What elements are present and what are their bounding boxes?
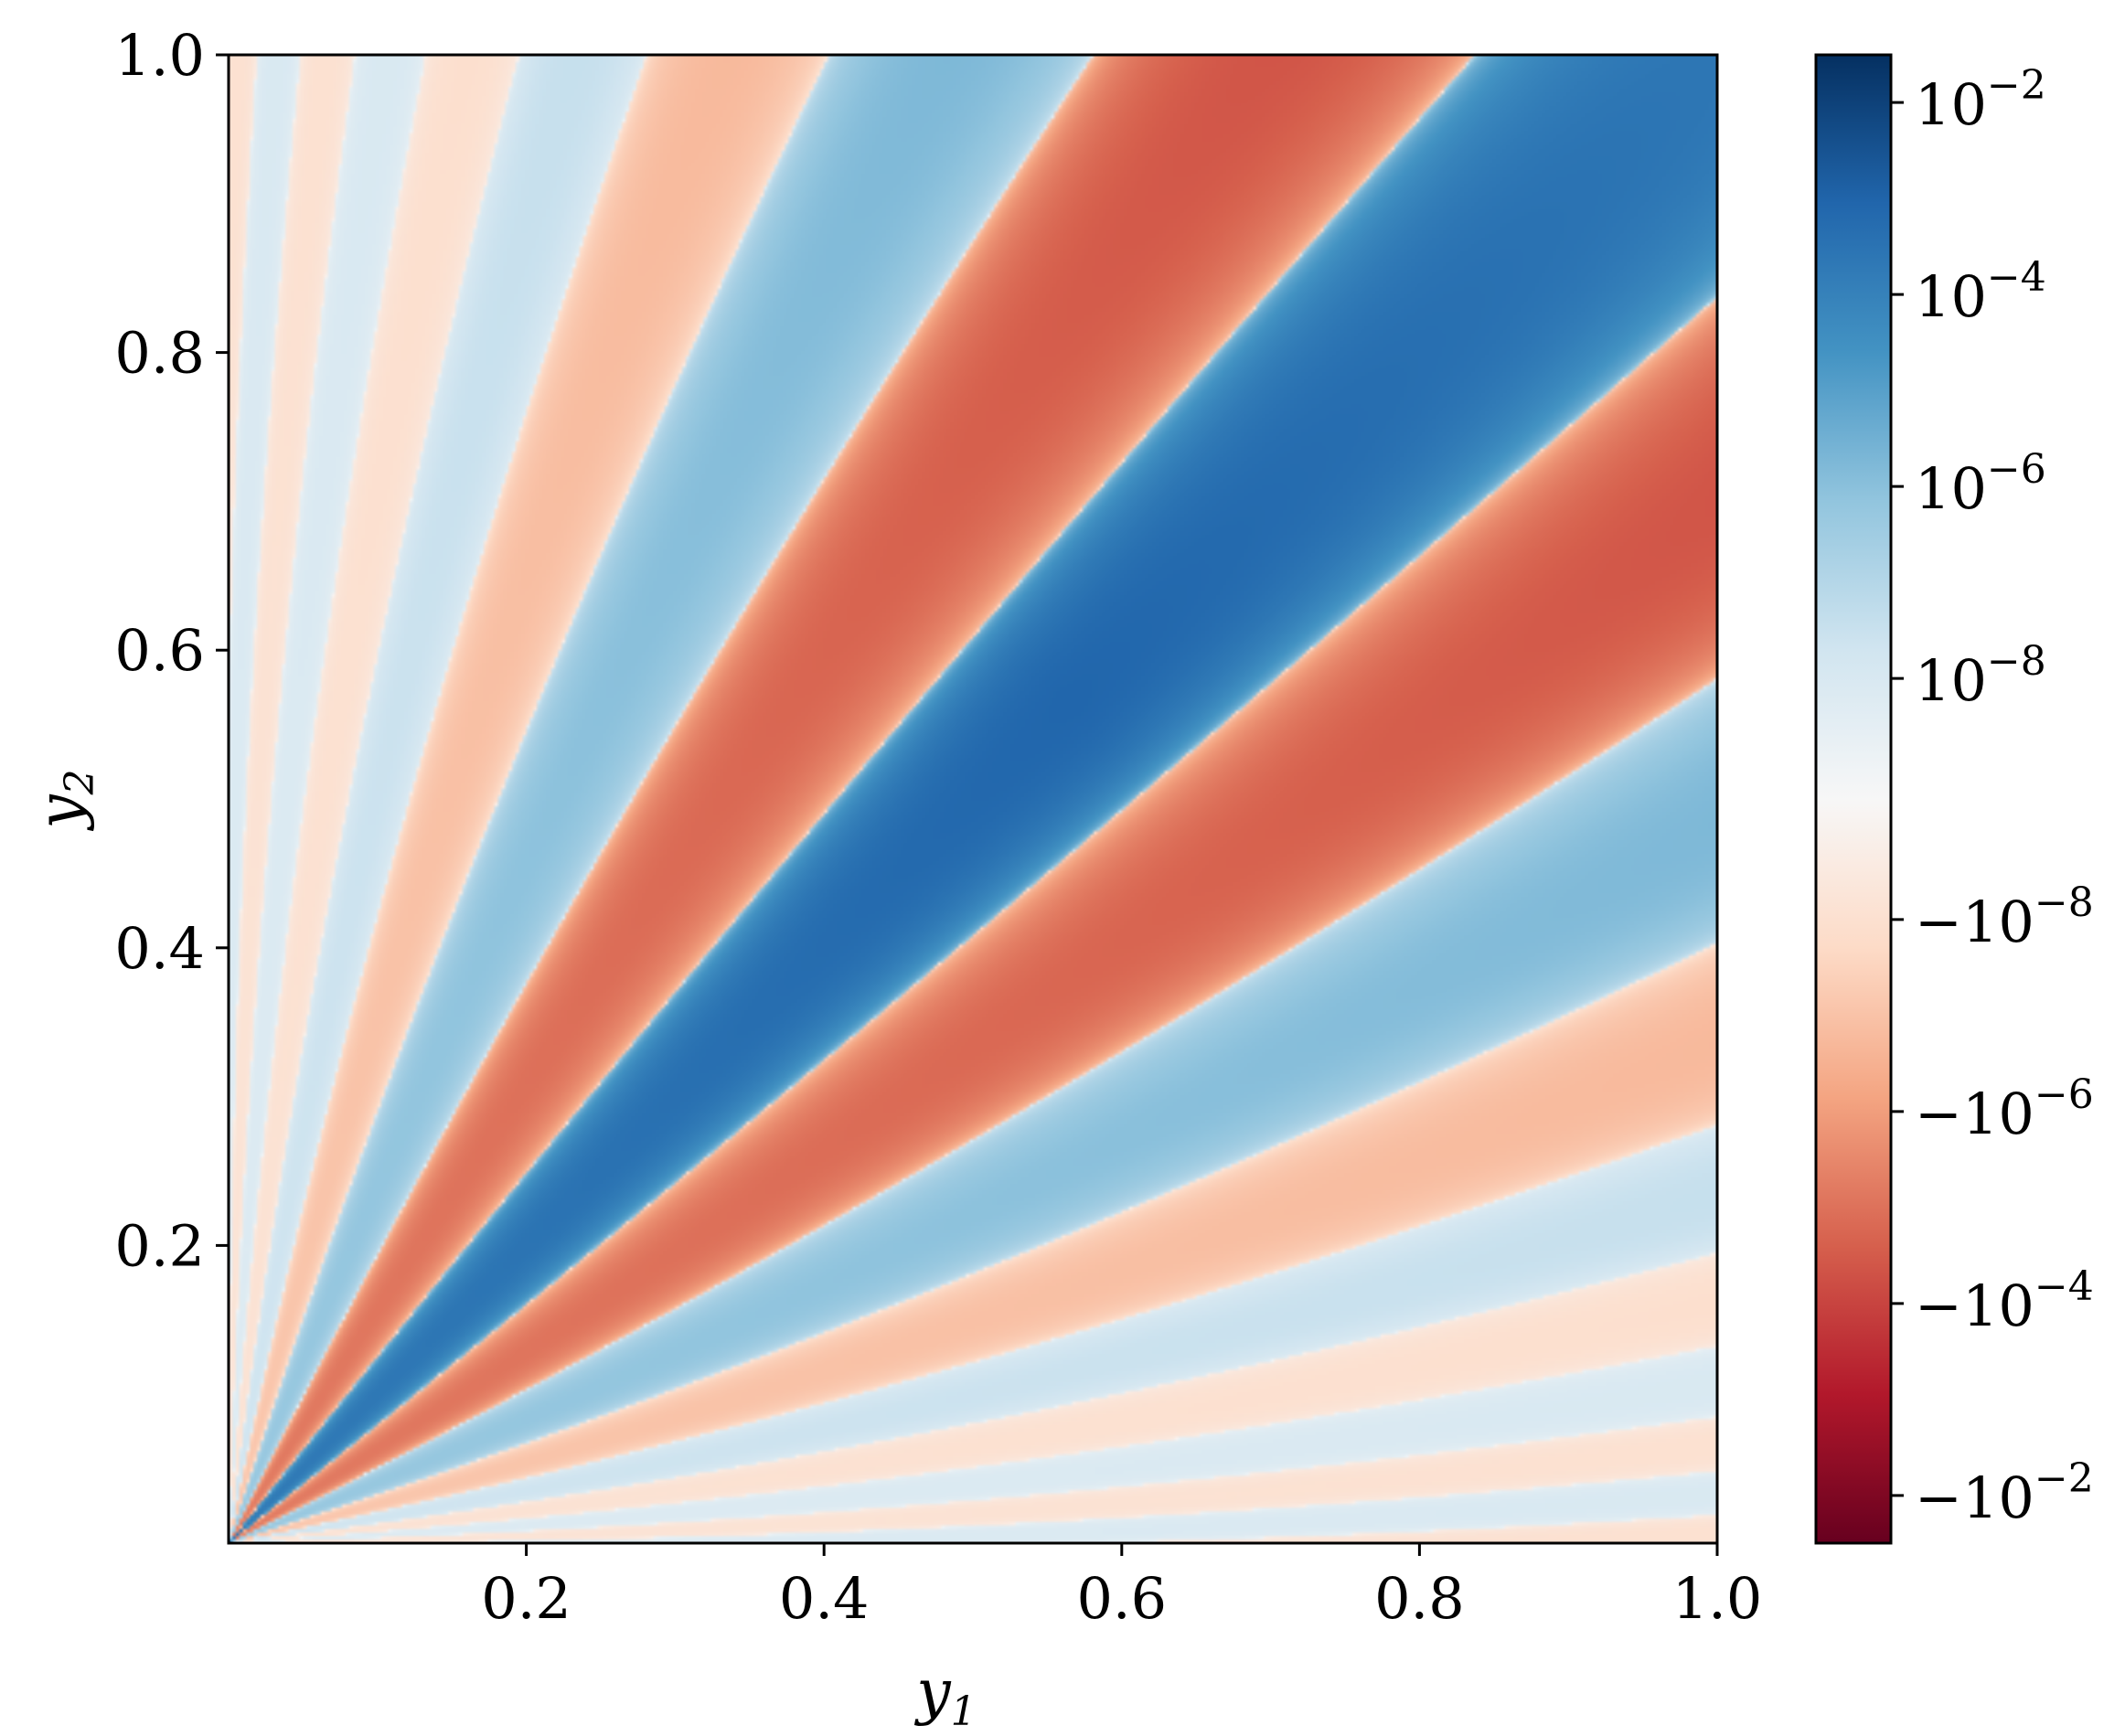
y-tick-label: 0.4 (114, 915, 205, 982)
colorbar-tick-exponent: −8 (2034, 879, 2094, 926)
y-axis-ticks: 0.2 0.4 0.6 0.8 1.0 (114, 22, 229, 1279)
heatmap-image (229, 55, 1717, 1543)
y-axis-label-sub: 2 (57, 769, 103, 795)
y-axis-label: y2 (25, 769, 103, 831)
colorbar-tick-base: 10 (1915, 455, 1987, 522)
colorbar-tick-label: −10−4 (1915, 1263, 2094, 1339)
colorbar-tick-base: −10 (1915, 1081, 2034, 1147)
colorbar-tick-label: 10−6 (1915, 446, 2046, 522)
colorbar-tick-base: 10 (1915, 71, 1987, 138)
colorbar-tick-exponent: −6 (2034, 1071, 2094, 1118)
colorbar-tick-exponent: −4 (2034, 1263, 2094, 1310)
x-axis-label-base: y (913, 1656, 951, 1727)
x-axis-label: y1 (913, 1656, 976, 1735)
colorbar-tick-exponent: −2 (1987, 62, 2046, 109)
x-axis-ticks: 0.2 0.4 0.6 0.8 1.0 (481, 1543, 1762, 1632)
colorbar-tick-exponent: −8 (1987, 638, 2046, 685)
colorbar-tick-base: −10 (1915, 1273, 2034, 1339)
colorbar-tick-exponent: −6 (1987, 446, 2046, 493)
x-tick-label: 0.2 (481, 1565, 571, 1632)
y-tick-label: 0.8 (114, 320, 205, 387)
x-axis-label-sub: 1 (951, 1688, 977, 1735)
colorbar-tick-label: −10−2 (1915, 1455, 2094, 1531)
x-tick-label: 0.4 (779, 1565, 870, 1632)
plot-frame (227, 53, 1719, 1545)
x-tick-label: 0.6 (1076, 1565, 1167, 1632)
colorbar-tick-label: −10−8 (1915, 879, 2094, 955)
colorbar-ticks: 10−210−410−610−8−10−8−10−6−10−4−10−2 (1891, 62, 2094, 1531)
colorbar-tick-base: 10 (1915, 647, 1987, 714)
y-tick-label: 0.2 (114, 1212, 205, 1279)
colorbar-tick-label: 10−2 (1915, 62, 2046, 138)
colorbar-tick-base: 10 (1915, 263, 1987, 330)
y-axis-label-base: y (25, 794, 95, 832)
colorbar-tick-base: −10 (1915, 1464, 2034, 1531)
y-tick-label: 1.0 (114, 22, 205, 89)
x-tick-label: 0.8 (1374, 1565, 1465, 1632)
heatmap-raster (229, 55, 1717, 1543)
y-tick-label: 0.6 (114, 617, 205, 684)
colorbar-tick-exponent: −2 (2034, 1455, 2094, 1502)
colorbar-tick-base: −10 (1915, 889, 2034, 955)
colorbar-tick-exponent: −4 (1987, 254, 2046, 301)
colorbar-tick-label: −10−6 (1915, 1071, 2094, 1147)
colorbar-tick-label: 10−8 (1915, 638, 2046, 714)
colorbar-tick-label: 10−4 (1915, 254, 2046, 330)
colorbar (1814, 53, 1893, 1545)
x-tick-label: 1.0 (1672, 1565, 1763, 1632)
